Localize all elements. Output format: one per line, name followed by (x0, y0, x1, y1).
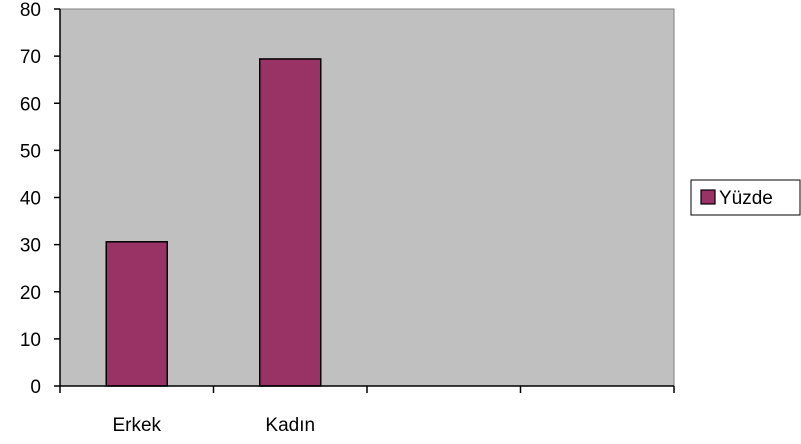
y-tick-label-30: 30 (20, 236, 41, 257)
bars-group (105, 58, 322, 387)
y-tick-label-40: 40 (20, 189, 41, 210)
x-tick-label-kadın: Kadın (265, 415, 315, 436)
bar-kadın (259, 58, 322, 387)
y-tick-label-0: 0 (30, 377, 41, 398)
axes-group (54, 8, 675, 393)
y-tick-label-50: 50 (20, 141, 41, 162)
y-tick-label-80: 80 (20, 0, 41, 21)
y-tick-label-10: 10 (20, 330, 41, 351)
y-tick-label-20: 20 (20, 283, 41, 304)
legend-swatch (700, 189, 716, 205)
legend-label-yuzde: Yüzde (719, 188, 773, 209)
y-tick-label-70: 70 (20, 47, 41, 68)
x-tick-label-erkek: Erkek (112, 415, 161, 436)
bar-erkek (105, 241, 168, 387)
y-tick-label-60: 60 (20, 94, 41, 115)
y-axis-labels: 0 10 20 30 40 50 60 70 80 (20, 0, 41, 398)
legend: Yüzde (690, 179, 801, 216)
x-axis-labels: Erkek Kadın (112, 415, 315, 436)
